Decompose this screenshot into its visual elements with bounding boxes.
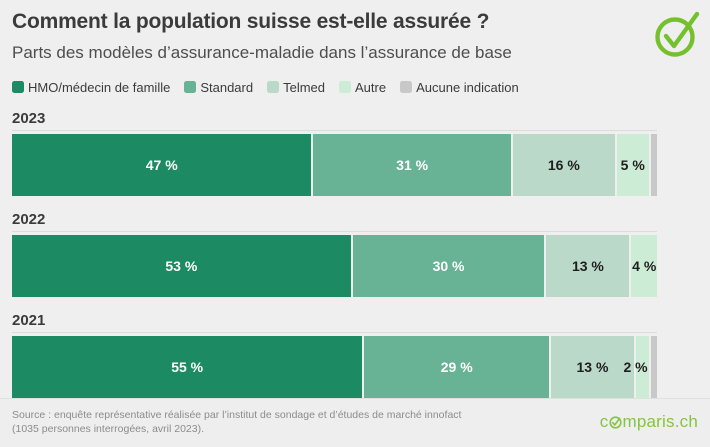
page-title: Comment la population suisse est-elle as… (12, 10, 490, 33)
source-line-1: Source : enquête représentative réalisée… (12, 408, 462, 421)
segment-value-label: 55 % (171, 358, 204, 375)
segment-value-label: 29 % (440, 358, 473, 375)
segment-value-label: 31 % (396, 156, 429, 173)
legend-label: Autre (355, 79, 387, 95)
bar-segment: 2 % (624, 335, 649, 398)
segment-value-label: 4 % (632, 257, 657, 274)
source-line-2: (1035 personnes interrogées, avril 2023)… (12, 423, 205, 435)
legend-swatch-icon (184, 81, 197, 93)
stacked-bar-chart: 2023 47 % 31 % 16 % 5 % 2022 53 % 30 % 13 % 4 % 20… (12, 110, 698, 398)
bar-segment (650, 335, 657, 398)
legend-item: Telmed (267, 80, 325, 95)
stacked-bar: 47 % 31 % 16 % 5 % (12, 133, 657, 196)
bar-segment: 16 % (512, 133, 615, 196)
legend-label: Telmed (283, 79, 326, 95)
bar-segment: 13 % (546, 234, 630, 297)
bar-segment: 31 % (313, 133, 511, 196)
legend-item: Autre (339, 80, 386, 95)
legend-label: Standard (200, 79, 254, 95)
bar-segment: 5 % (616, 133, 649, 196)
segment-value-label: 5 % (620, 156, 645, 173)
legend-item: Aucune indication (400, 80, 519, 95)
logo-text-prefix: c (599, 412, 609, 431)
bar-row: 2023 47 % 31 % 16 % 5 % (12, 110, 698, 196)
legend-swatch-icon (267, 81, 280, 93)
legend-swatch-icon (400, 81, 413, 93)
bar-row: 2021 55 % 29 % 13 % 2 % (12, 312, 698, 398)
stacked-bar: 53 % 30 % 13 % 4 % (12, 234, 657, 297)
header: Comment la population suisse est-elle as… (0, 0, 710, 64)
segment-value-label: 53 % (165, 257, 198, 274)
category-label: 2023 (12, 110, 657, 131)
segment-value-label: 13 % (576, 358, 609, 375)
segment-value-label: 47 % (145, 156, 178, 173)
stacked-bar: 55 % 29 % 13 % 2 % (12, 335, 657, 398)
segment-value-label: 16 % (547, 156, 580, 173)
page-subtitle: Parts des modèles d’assurance-maladie da… (12, 43, 512, 63)
logo-circle-check-icon (609, 416, 622, 429)
legend-label: HMO/médecin de famille (28, 79, 171, 95)
legend: HMO/médecin de famille Standard Telmed Autr… (12, 80, 710, 95)
legend-item: HMO/médecin de famille (12, 80, 170, 95)
footer: Source : enquête représentative réalisée… (0, 398, 710, 447)
bar-segment: 29 % (364, 335, 550, 398)
bar-segment: 47 % (12, 133, 312, 196)
source-note: Source : enquête représentative réalisée… (12, 408, 461, 436)
bar-segment: 55 % (12, 335, 363, 398)
logo-text-suffix: mparis.ch (622, 412, 698, 431)
bar-segment: 53 % (12, 234, 351, 297)
category-label: 2022 (12, 211, 657, 232)
bar-segment (650, 133, 657, 196)
check-badge-icon (652, 7, 702, 59)
bar-segment: 4 % (631, 234, 657, 297)
legend-label: Aucune indication (416, 79, 519, 95)
comparis-logo: c mparis.ch (600, 412, 698, 432)
bar-row: 2022 53 % 30 % 13 % 4 % (12, 211, 698, 297)
legend-swatch-icon (12, 81, 24, 93)
bar-segment: 30 % (352, 234, 545, 297)
segment-value-label: 30 % (432, 257, 465, 274)
bar-segment: 13 % (551, 335, 634, 398)
legend-item: Standard (184, 80, 253, 95)
segment-value-label: 13 % (571, 257, 604, 274)
legend-swatch-icon (339, 81, 352, 93)
category-label: 2021 (12, 312, 657, 333)
